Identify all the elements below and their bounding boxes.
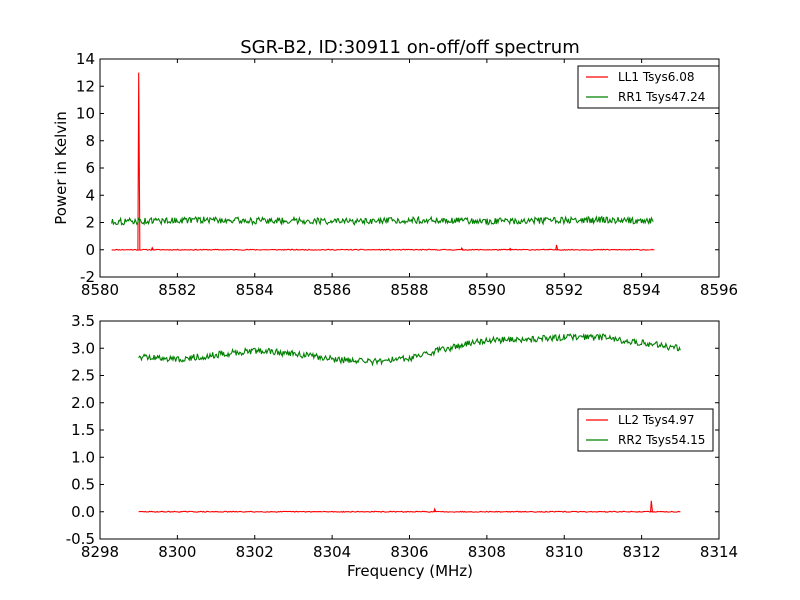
x-tick-label: 8584 xyxy=(236,281,274,299)
ticks-layer: 8580 8582 8584 8586 8588 8590 8592 8594 8596 -2 0 2… xyxy=(76,50,738,299)
x-tick-label: 8314 xyxy=(700,543,738,561)
y-tick-label: 0.0 xyxy=(71,503,95,521)
top-chart: SGR-B2, ID:30911 on-off/off spectrum Pow… xyxy=(52,37,738,299)
bottom-chart: Frequency (MHz) 8298 8300 8302 8304 8306 8308… xyxy=(66,312,738,580)
y-tick-label: 2.5 xyxy=(71,367,95,385)
y-tick-label: 3.5 xyxy=(71,312,95,330)
x-tick-label: 8304 xyxy=(313,543,351,561)
legend-label: RR2 Tsys54.15 xyxy=(618,433,705,447)
series-line xyxy=(111,214,654,226)
y-tick-label: 1.0 xyxy=(71,448,95,466)
y-axis-label: Power in Kelvin xyxy=(52,111,70,225)
y-tick-label: 3.0 xyxy=(71,339,95,357)
y-tick-label: 0.5 xyxy=(71,476,95,494)
y-tick-label: -0.5 xyxy=(66,530,95,548)
series-line xyxy=(138,500,681,513)
legend-frame xyxy=(577,408,714,452)
y-tick-label: 10 xyxy=(76,105,95,123)
x-tick-label: 8596 xyxy=(700,281,738,299)
x-tick-label: 8308 xyxy=(468,543,506,561)
x-tick-label: 8594 xyxy=(623,281,661,299)
y-tick-label: 12 xyxy=(76,77,95,95)
ticks-layer: 8298 8300 8302 8304 8306 8308 8310 8312 8314 -0.5… xyxy=(66,312,738,561)
legend: LL2 Tsys4.97 RR2 Tsys54.15 xyxy=(577,408,714,452)
y-tick-label: 2.0 xyxy=(71,394,95,412)
series-line xyxy=(111,72,655,251)
x-tick-label: 8298 xyxy=(81,543,119,561)
y-tick-label: 0 xyxy=(85,241,95,259)
y-tick-label: 4 xyxy=(85,186,95,204)
x-tick-label: 8580 xyxy=(81,281,119,299)
legend-label: LL2 Tsys4.97 xyxy=(618,413,695,427)
x-tick-label: 8588 xyxy=(390,281,428,299)
y-tick-label: -2 xyxy=(80,268,95,286)
legend-label: RR1 Tsys47.24 xyxy=(618,90,705,104)
x-tick-label: 8582 xyxy=(158,281,196,299)
x-tick-label: 8306 xyxy=(390,543,428,561)
legend-label: LL1 Tsys6.08 xyxy=(618,70,695,84)
chart-title: SGR-B2, ID:30911 on-off/off spectrum xyxy=(240,37,580,58)
x-tick-label: 8300 xyxy=(158,543,196,561)
x-tick-label: 8586 xyxy=(313,281,351,299)
y-tick-label: 14 xyxy=(76,50,95,68)
x-tick-label: 8592 xyxy=(545,281,583,299)
y-tick-label: 2 xyxy=(85,214,95,232)
x-tick-label: 8312 xyxy=(623,543,661,561)
series-layer xyxy=(111,72,655,251)
y-tick-label: 6 xyxy=(85,159,95,177)
y-tick-label: 1.5 xyxy=(71,421,95,439)
x-tick-label: 8302 xyxy=(236,543,274,561)
x-tick-label: 8310 xyxy=(545,543,583,561)
y-tick-label: 8 xyxy=(85,132,95,150)
legend: LL1 Tsys6.08 RR1 Tsys47.24 xyxy=(577,65,720,109)
x-tick-label: 8590 xyxy=(468,281,506,299)
x-axis-label: Frequency (MHz) xyxy=(347,562,473,580)
series-layer xyxy=(138,332,681,513)
legend-frame xyxy=(577,65,720,109)
series-line xyxy=(138,332,681,367)
